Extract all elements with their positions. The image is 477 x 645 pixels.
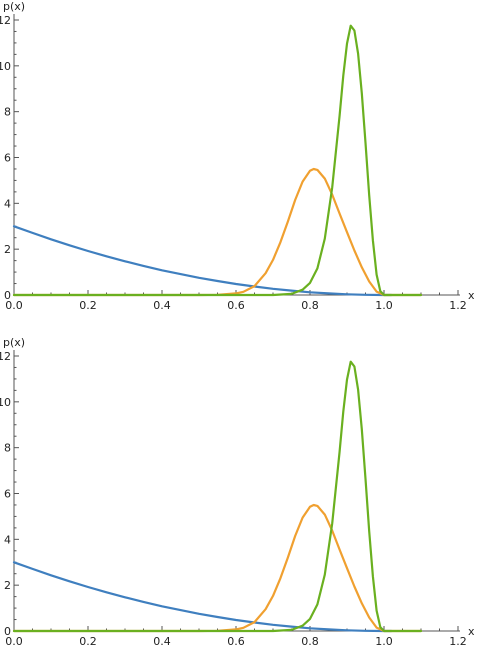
series-line-2 [12, 167, 423, 297]
series-line-3 [12, 360, 423, 633]
x-tick-label: 0.4 [153, 635, 171, 645]
x-tick-label: 0.4 [153, 299, 171, 312]
x-tick-label: 0.0 [5, 635, 23, 645]
y-tick-label: 6 [4, 488, 11, 501]
chart-panel-2: 0.0 0.2 0.4 0.6 0.8 1.0 1.2 0 2 4 6 8 10 12 x p(x) [0, 336, 475, 645]
x-tick-label: 1.2 [449, 635, 467, 645]
y-tick-label: 12 [0, 14, 11, 27]
x-axis-label: x [468, 625, 475, 638]
y-tick-label: 2 [4, 579, 11, 592]
x-tick-label: 0.2 [79, 635, 97, 645]
x-tick-label: 0.6 [227, 635, 245, 645]
y-tick-label: 10 [0, 396, 11, 409]
y-tick-label: 8 [4, 442, 11, 455]
y-tick-label: 12 [0, 350, 11, 363]
y-tick-label: 4 [4, 197, 11, 210]
y-tick-label: 2 [4, 243, 11, 256]
x-tick-label: 0.6 [227, 299, 245, 312]
x-tick-label: 1.0 [375, 635, 393, 645]
series-line-3 [12, 24, 423, 297]
x-tick-label: 0.8 [301, 299, 319, 312]
chart-panel-1: 0.0 0.2 0.4 0.6 0.8 1.0 1.2 0 2 4 6 8 10 12 x p(x) [0, 0, 475, 312]
x-tick-label: 0.8 [301, 635, 319, 645]
series-line-2 [12, 503, 423, 633]
series-line-1 [12, 225, 393, 297]
x-axis-label: x [468, 289, 475, 302]
y-tick-label: 8 [4, 106, 11, 119]
x-tick-label: 1.0 [375, 299, 393, 312]
x-tick-label: 0.0 [5, 299, 23, 312]
y-tick-label: 6 [4, 152, 11, 165]
y-axis-label: p(x) [3, 0, 25, 13]
y-tick-label: 10 [0, 60, 11, 73]
y-tick-label: 0 [4, 625, 11, 638]
y-tick-label: 4 [4, 533, 11, 546]
y-tick-label: 0 [4, 289, 11, 302]
x-tick-label: 0.2 [79, 299, 97, 312]
y-axis-label: p(x) [3, 336, 25, 349]
series-line-1 [12, 561, 393, 633]
x-tick-label: 1.2 [449, 299, 467, 312]
